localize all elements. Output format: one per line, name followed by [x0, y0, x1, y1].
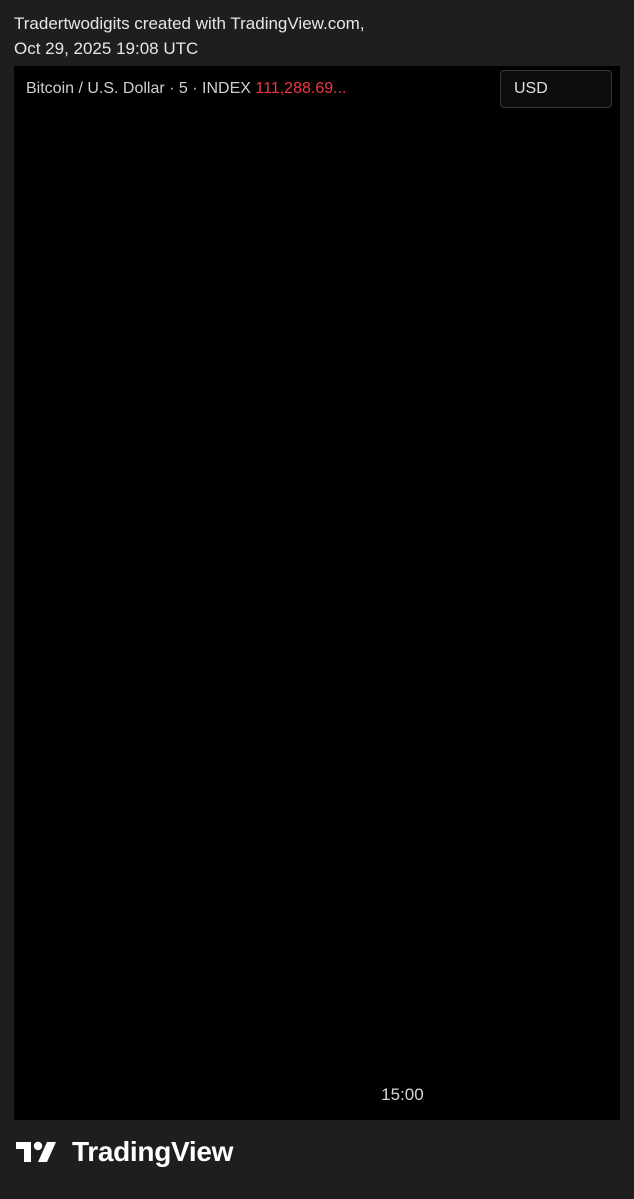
- chart-canvas[interactable]: 113,927.40112,800.00113,600.00113,200.00…: [14, 66, 620, 1120]
- symbol-label: Bitcoin / U.S. Dollar · 5 · INDEX: [26, 80, 251, 97]
- brand-name: TradingView: [72, 1136, 234, 1167]
- x-tick-label: 2:00: [14, 1085, 15, 1104]
- x-tick-label: 15:00: [381, 1085, 424, 1104]
- legend-price: 111,288.69...: [255, 80, 347, 97]
- tradingview-logo-icon: [16, 1141, 56, 1162]
- tradingview-brand: TradingView: [16, 1136, 233, 1168]
- symbol-legend: Bitcoin / U.S. Dollar · 5 · INDEX 111,28…: [26, 80, 346, 98]
- credit-line-author: Tradertwodigits created with TradingView…: [14, 14, 365, 33]
- currency-button[interactable]: USD: [500, 70, 612, 108]
- credit-line-timestamp: Oct 29, 2025 19:08 UTC: [14, 39, 199, 58]
- chart-area[interactable]: 113,927.40112,800.00113,600.00113,200.00…: [14, 66, 620, 1120]
